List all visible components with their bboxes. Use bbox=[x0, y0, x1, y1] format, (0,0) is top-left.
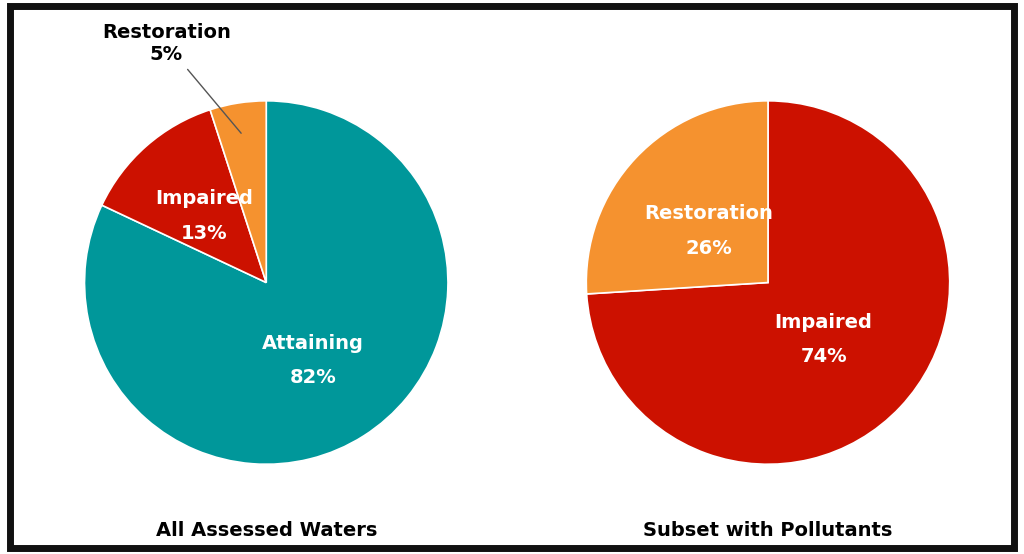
Text: 26%: 26% bbox=[685, 239, 732, 258]
Text: Impaired: Impaired bbox=[775, 312, 872, 331]
Text: 74%: 74% bbox=[801, 347, 847, 366]
X-axis label: All Assessed Waters: All Assessed Waters bbox=[156, 521, 377, 540]
Text: Restoration
5%: Restoration 5% bbox=[101, 23, 241, 134]
Wedge shape bbox=[101, 110, 266, 283]
Text: 13%: 13% bbox=[180, 224, 227, 243]
Wedge shape bbox=[587, 101, 949, 464]
Wedge shape bbox=[85, 101, 447, 464]
Text: Attaining: Attaining bbox=[262, 334, 364, 353]
Wedge shape bbox=[210, 101, 266, 283]
Text: Impaired: Impaired bbox=[155, 189, 253, 208]
X-axis label: Subset with Pollutants: Subset with Pollutants bbox=[643, 521, 893, 540]
Text: 82%: 82% bbox=[290, 368, 336, 387]
Wedge shape bbox=[587, 101, 768, 294]
Text: Restoration: Restoration bbox=[644, 204, 773, 223]
